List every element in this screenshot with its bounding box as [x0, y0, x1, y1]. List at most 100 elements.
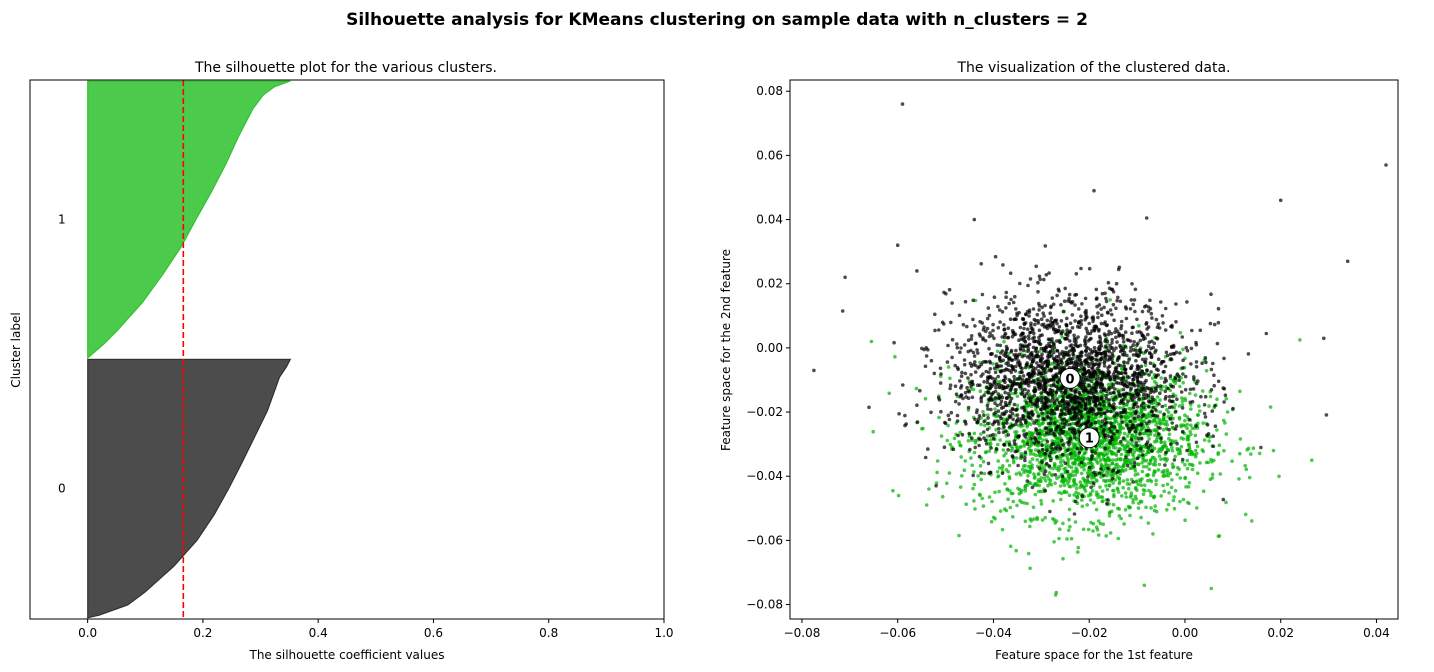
- scatter-point: [983, 359, 987, 364]
- scatter-point: [991, 328, 995, 333]
- scatter-point: [1061, 443, 1065, 447]
- scatter-point: [996, 392, 1001, 396]
- scatter-point: [1154, 423, 1158, 427]
- scatter-point: [1119, 516, 1123, 521]
- scatter-point: [1099, 412, 1104, 416]
- scatter-point: [973, 440, 978, 445]
- scatter-point: [1089, 409, 1094, 413]
- scatter-point: [1058, 484, 1063, 488]
- scatter-point: [1144, 465, 1149, 469]
- scatter-point: [990, 334, 994, 338]
- scatter-point: [1010, 454, 1015, 458]
- scatter-point: [1103, 417, 1107, 422]
- scatter-point: [1143, 336, 1147, 341]
- scatter-point: [1072, 493, 1076, 497]
- scatter-point: [1175, 446, 1180, 451]
- scatter-point: [923, 396, 928, 401]
- scatter-point: [984, 385, 989, 390]
- scatter-point: [1049, 339, 1054, 344]
- scatter-point: [1210, 472, 1215, 477]
- scatter-point: [964, 422, 968, 426]
- scatter-point: [1111, 302, 1116, 307]
- scatter-point: [1230, 459, 1234, 464]
- scatter-point: [1021, 374, 1026, 378]
- scatter-series-0: [812, 102, 1388, 516]
- scatter-point: [1164, 419, 1169, 424]
- scatter-point: [1087, 266, 1092, 271]
- scatter-point: [1104, 396, 1109, 401]
- scatter-point: [903, 413, 907, 418]
- scatter-point: [1169, 413, 1174, 418]
- scatter-point: [1044, 400, 1048, 404]
- scatter-point: [1322, 336, 1326, 341]
- scatter-point: [1134, 349, 1138, 353]
- scatter-point: [1159, 440, 1164, 445]
- scatter-point: [1156, 468, 1161, 472]
- scatter-point: [988, 331, 992, 335]
- scatter-point: [1144, 421, 1149, 426]
- scatter-point: [1108, 438, 1113, 443]
- scatter-point: [1083, 417, 1088, 422]
- scatter-point: [1092, 500, 1096, 505]
- scatter-point: [1065, 400, 1069, 404]
- scatter-point: [1092, 345, 1097, 350]
- scatter-point: [1123, 305, 1128, 309]
- scatter-point: [1145, 479, 1150, 483]
- scatter-point: [1117, 514, 1122, 518]
- scatter-point: [1126, 440, 1130, 444]
- scatter-point: [957, 533, 961, 538]
- scatter-point: [1148, 361, 1153, 366]
- scatter-point: [1033, 349, 1038, 353]
- scatter-point: [1278, 198, 1283, 203]
- scatter-point: [1040, 422, 1045, 426]
- scatter-point: [1059, 303, 1063, 307]
- scatter-point: [1195, 471, 1200, 476]
- scatter-point: [1043, 515, 1047, 520]
- scatter-point: [1121, 393, 1126, 397]
- scatter-point: [1023, 483, 1028, 488]
- scatter-point: [1099, 352, 1104, 356]
- scatter-point: [1142, 412, 1146, 417]
- scatter-point: [1042, 476, 1047, 480]
- scatter-point: [953, 384, 958, 389]
- scatter-point: [1148, 461, 1152, 466]
- scatter-point: [1035, 312, 1040, 317]
- scatter-point: [1129, 437, 1134, 442]
- scatter-point: [1101, 387, 1105, 392]
- scatter-point: [1067, 517, 1071, 522]
- scatter-point: [1221, 386, 1226, 390]
- scatter-point: [1098, 521, 1103, 526]
- scatter-point: [1035, 410, 1040, 415]
- scatter-point: [1149, 370, 1153, 374]
- scatter-point: [1098, 458, 1103, 463]
- scatter-point: [1072, 435, 1077, 440]
- scatter-point: [1131, 382, 1136, 387]
- scatter-point: [1027, 310, 1032, 315]
- scatter-point: [1027, 416, 1032, 420]
- silhouette-x-tick-label: 0.2: [193, 626, 212, 640]
- scatter-point: [1096, 533, 1101, 537]
- scatter-point: [1073, 473, 1078, 477]
- scatter-point: [997, 426, 1001, 431]
- scatter-point: [1038, 479, 1043, 484]
- scatter-point: [1016, 434, 1021, 439]
- scatter-point: [1128, 419, 1133, 424]
- scatter-point: [1158, 410, 1162, 414]
- scatter-point: [993, 433, 998, 437]
- silhouette-fill-cluster-1: [87, 80, 291, 360]
- scatter-point: [1008, 425, 1012, 429]
- scatter-point: [1139, 515, 1143, 520]
- scatter-point: [954, 392, 959, 397]
- scatter-point: [1092, 369, 1097, 374]
- scatter-point: [1051, 383, 1056, 388]
- scatter-point: [1128, 427, 1133, 432]
- scatter-point: [960, 474, 964, 478]
- scatter-point: [1111, 502, 1116, 507]
- scatter-point: [1100, 382, 1105, 387]
- scatter-point: [1047, 471, 1052, 475]
- scatter-point: [1108, 298, 1112, 302]
- scatter-point: [1059, 427, 1063, 432]
- scatter-point: [1037, 274, 1042, 279]
- scatter-point: [1163, 306, 1168, 311]
- scatter-x-tick-label: −0.02: [1071, 626, 1108, 640]
